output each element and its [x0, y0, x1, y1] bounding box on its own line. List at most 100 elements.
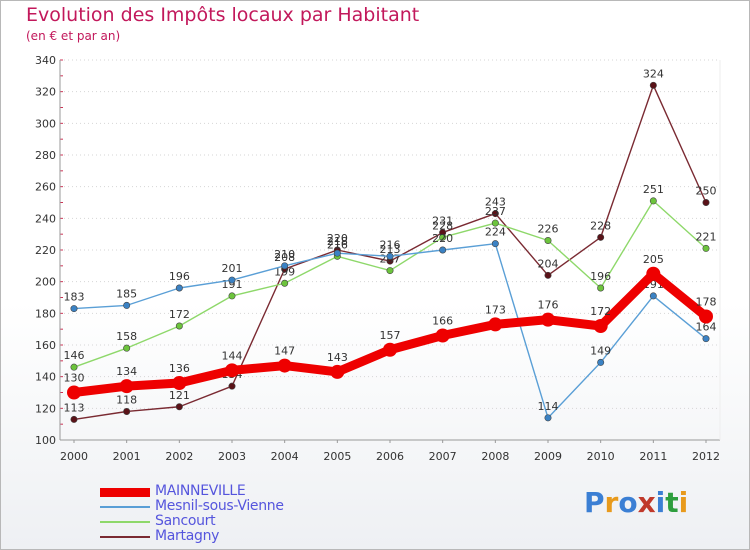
logo-letter: i [655, 486, 666, 519]
x-tick-label: 2009 [534, 450, 562, 463]
data-label: 178 [696, 296, 717, 309]
data-label: 216 [327, 238, 348, 251]
data-label: 243 [485, 196, 506, 209]
data-label: 210 [274, 248, 295, 261]
logo-letter: o [618, 486, 638, 519]
data-point [646, 266, 661, 281]
data-label: 176 [538, 299, 559, 312]
data-point [491, 240, 499, 248]
data-label: 220 [432, 232, 453, 245]
data-point [439, 233, 447, 241]
data-label: 205 [643, 253, 664, 266]
x-tick-label: 2012 [692, 450, 720, 463]
legend-swatch [100, 487, 150, 497]
data-point [649, 81, 657, 89]
data-point [175, 322, 183, 330]
data-point [544, 414, 552, 422]
data-label: 146 [64, 349, 85, 362]
data-point [597, 284, 605, 292]
data-point [702, 335, 710, 343]
data-point [119, 379, 134, 394]
logo-letter: r [604, 486, 619, 519]
data-label: 157 [380, 329, 401, 342]
logo-letter: P [584, 486, 605, 519]
data-label: 199 [274, 265, 295, 278]
data-label: 208 [274, 251, 295, 264]
data-point [281, 262, 289, 270]
data-label: 172 [590, 305, 611, 318]
y-tick-label: 340 [35, 54, 56, 67]
y-tick-label: 280 [35, 149, 56, 162]
data-label: 228 [590, 219, 611, 232]
data-point [699, 309, 713, 324]
data-label: 196 [590, 270, 611, 283]
data-label: 158 [116, 330, 137, 343]
data-label: 118 [116, 394, 137, 407]
data-label: 324 [643, 67, 664, 80]
data-label: 121 [169, 389, 190, 402]
x-tick-label: 2001 [113, 450, 141, 463]
data-point [541, 312, 555, 327]
data-label: 221 [696, 230, 717, 243]
data-label: 185 [116, 287, 137, 300]
legend-swatch [100, 536, 150, 538]
series-mainneville: 130 134 136 144 147 143 157 166 173 176 172 205 178 [64, 253, 717, 400]
data-point [597, 233, 605, 241]
data-label: 204 [538, 257, 559, 270]
data-label: 196 [169, 270, 190, 283]
data-point [70, 305, 78, 313]
data-point [544, 237, 552, 245]
y-tick-label: 200 [35, 276, 56, 289]
data-label: 218 [327, 235, 348, 248]
logo-letter: i [678, 486, 689, 519]
x-tick-label: 2011 [639, 450, 667, 463]
data-point [172, 376, 187, 390]
data-point [123, 344, 131, 352]
data-label: 130 [64, 372, 85, 385]
data-label: 114 [538, 400, 559, 413]
data-label: 134 [116, 365, 137, 378]
data-label: 136 [169, 362, 190, 375]
data-label: 250 [696, 185, 717, 198]
legend-swatch [100, 521, 150, 523]
y-tick-label: 180 [35, 307, 56, 320]
data-label: 113 [64, 401, 85, 414]
chart-subtitle: (en € et par an) [26, 29, 121, 43]
data-label: 147 [274, 345, 295, 358]
data-point [544, 271, 552, 279]
logo-letter: x [637, 486, 656, 519]
x-tick-label: 2010 [587, 450, 615, 463]
x-tick-label: 2002 [165, 450, 193, 463]
y-tick-label: 100 [35, 434, 56, 447]
data-point [491, 210, 499, 218]
data-label: 226 [538, 223, 559, 236]
y-tick-label: 160 [35, 339, 56, 352]
legend-label: MAINNEVILLE [155, 483, 246, 499]
data-label: 183 [64, 291, 85, 304]
data-point [386, 267, 394, 275]
data-point [277, 358, 292, 373]
proxiti-logo: ProxitiProxiti [584, 486, 688, 519]
x-tick-label: 2005 [323, 450, 351, 463]
data-label: 231 [432, 215, 453, 228]
data-point [649, 197, 657, 205]
data-point [593, 319, 608, 333]
data-point [281, 279, 289, 287]
series-line [73, 200, 707, 368]
y-tick-label: 300 [35, 117, 56, 130]
data-point [70, 363, 78, 371]
x-tick-label: 2000 [60, 450, 88, 463]
chart-title: Evolution des Impôts locaux par Habitant [26, 4, 420, 26]
data-point [70, 415, 78, 423]
data-point [597, 358, 605, 366]
data-label: 143 [327, 351, 348, 364]
data-label: 251 [643, 183, 664, 196]
x-tick-label: 2003 [218, 450, 246, 463]
data-label: 149 [590, 344, 611, 357]
legend-label: Sancourt [155, 513, 216, 529]
data-label: 164 [696, 321, 717, 334]
data-label: 166 [432, 315, 453, 328]
y-tick-label: 260 [35, 181, 56, 194]
